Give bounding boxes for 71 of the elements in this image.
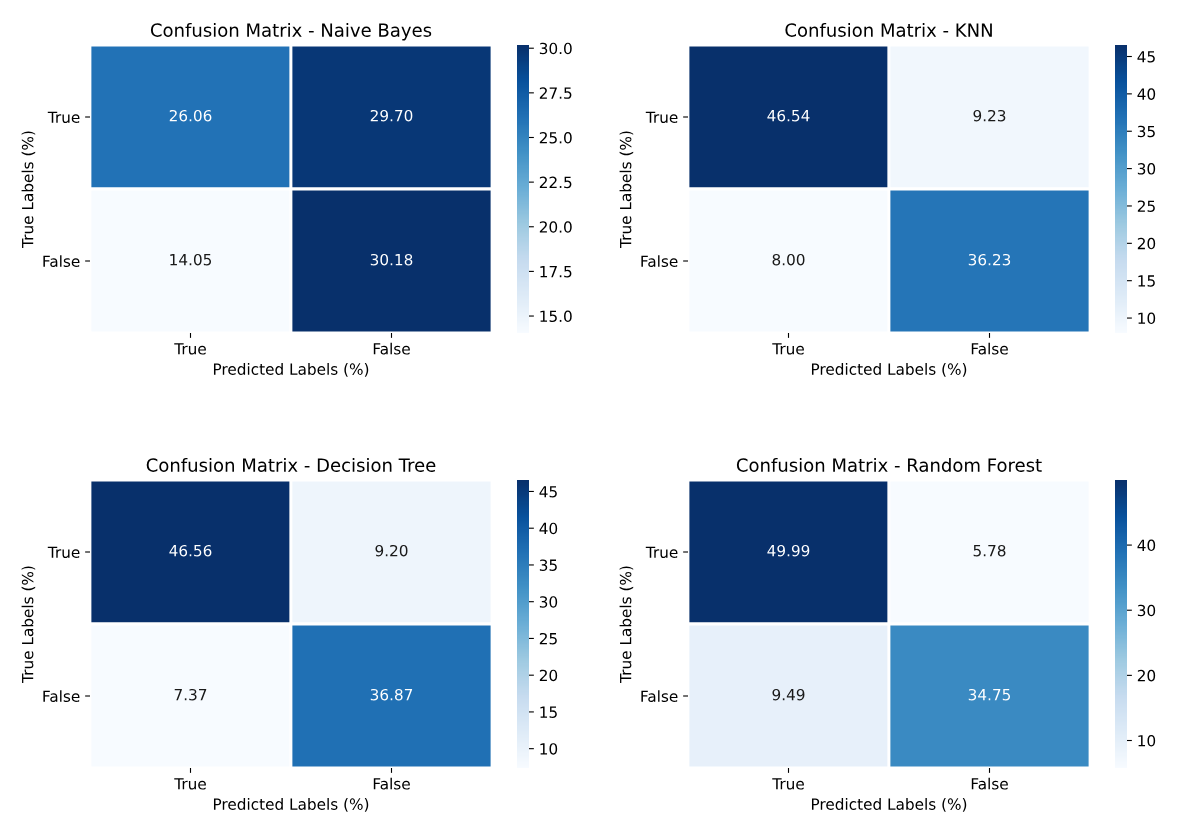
color-bar-label: 45 — [539, 486, 557, 498]
color-bar-label: 22.5 — [539, 176, 572, 189]
data-label: 26.06 — [169, 109, 212, 122]
data-label: 8.00 — [772, 253, 805, 266]
x-axis-title: Predicted Labels (%) — [213, 363, 369, 377]
data-label: 46.56 — [169, 544, 212, 557]
x-tick-label: False — [971, 342, 1008, 355]
color-bar-label: 27.5 — [539, 87, 572, 99]
chart-title: Confusion Matrix - Naive Bayes — [150, 22, 432, 41]
y-axis-title: True Labels (%) — [21, 566, 36, 683]
y-tick-label: False — [641, 690, 678, 703]
color-bar-label: 25 — [1137, 200, 1155, 212]
color-bar-label: 35 — [539, 559, 557, 571]
color-bar-label: 10 — [1138, 312, 1156, 325]
y-tick-label: False — [43, 255, 80, 268]
data-label: 49.99 — [767, 544, 810, 557]
chart-title: Confusion Matrix - Decision Tree — [146, 457, 436, 472]
color-bar-label: 40 — [1137, 539, 1156, 552]
color-bar-label: 10 — [1138, 734, 1156, 747]
color-bar-label: 20 — [539, 669, 558, 682]
y-tick-label: True — [645, 111, 678, 124]
data-label: 46.54 — [767, 109, 810, 122]
x-axis-title: Predicted Labels (%) — [811, 363, 967, 377]
color-bar-label: 20 — [1137, 237, 1156, 250]
y-tick-label: False — [43, 690, 80, 703]
y-tick-label: True — [47, 111, 80, 124]
data-label: 7.37 — [174, 688, 207, 701]
data-label: 30.18 — [370, 253, 413, 266]
color-bar-label: 45 — [1137, 51, 1155, 63]
chart-title: Confusion Matrix - Random Forest — [736, 457, 1042, 472]
data-label: 29.70 — [370, 109, 413, 122]
color-bar-label: 15 — [540, 706, 557, 718]
color-bar-label: 30 — [539, 596, 558, 608]
x-tick-label: False — [373, 777, 410, 790]
color-bar-label: 30.0 — [539, 42, 572, 55]
x-tick-label: True — [174, 343, 206, 355]
data-label: 36.87 — [370, 688, 413, 701]
x-tick-label: True — [174, 778, 206, 790]
y-tick-label: False — [641, 255, 678, 268]
data-label: 9.23 — [973, 109, 1006, 122]
color-bar-label: 20.0 — [539, 221, 572, 233]
x-axis-title: Predicted Labels (%) — [811, 798, 967, 812]
y-axis-title: True Labels (%) — [619, 566, 634, 683]
color-bar-label: 40 — [539, 522, 558, 535]
color-bar-label: 17.5 — [540, 266, 572, 278]
data-label: 14.05 — [170, 253, 212, 266]
data-label: 36.23 — [968, 253, 1011, 266]
color-bar-label: 25.0 — [539, 131, 572, 144]
x-tick-label: True — [772, 343, 804, 355]
x-tick-label: True — [772, 778, 804, 790]
color-bar-label: 25 — [539, 632, 557, 645]
y-tick-label: True — [47, 546, 80, 559]
y-axis-title: True Labels (%) — [619, 131, 634, 248]
y-axis-title: True Labels (%) — [21, 131, 36, 248]
data-label: 9.49 — [772, 688, 805, 701]
y-tick-label: True — [645, 546, 678, 559]
color-bar-label: 15 — [1138, 275, 1155, 287]
color-bar-label: 40 — [1137, 88, 1156, 100]
color-bar-label: 30 — [1137, 163, 1156, 175]
x-tick-label: False — [373, 342, 410, 355]
data-label: 34.75 — [968, 688, 1011, 701]
data-label: 9.20 — [375, 544, 408, 557]
color-bar-label: 35 — [1137, 125, 1155, 138]
color-bar-label: 20 — [1137, 669, 1156, 682]
chart-title: Confusion Matrix - KNN — [785, 22, 992, 37]
x-tick-label: False — [971, 777, 1008, 790]
data-label: 5.78 — [973, 544, 1006, 557]
color-bar-label: 30 — [1137, 604, 1156, 617]
x-axis-title: Predicted Labels (%) — [213, 798, 369, 812]
color-bar-label: 15.0 — [540, 310, 572, 323]
color-bar-label: 10 — [540, 743, 558, 755]
